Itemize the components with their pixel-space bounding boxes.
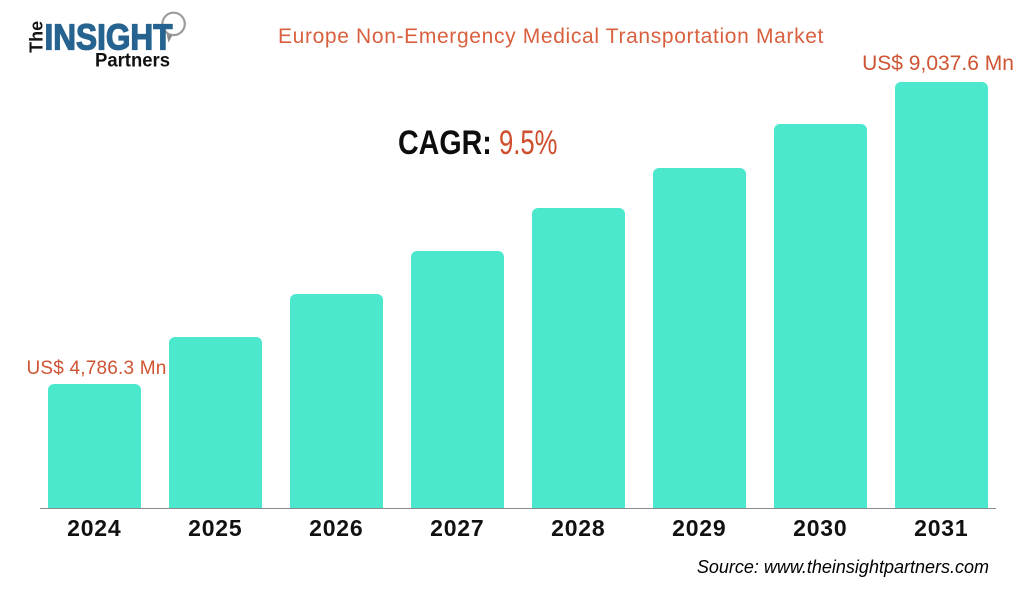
svg-text:INSIGHT: INSIGHT [45, 17, 173, 58]
svg-text:The: The [27, 21, 47, 53]
svg-text:Partners: Partners [95, 49, 170, 71]
